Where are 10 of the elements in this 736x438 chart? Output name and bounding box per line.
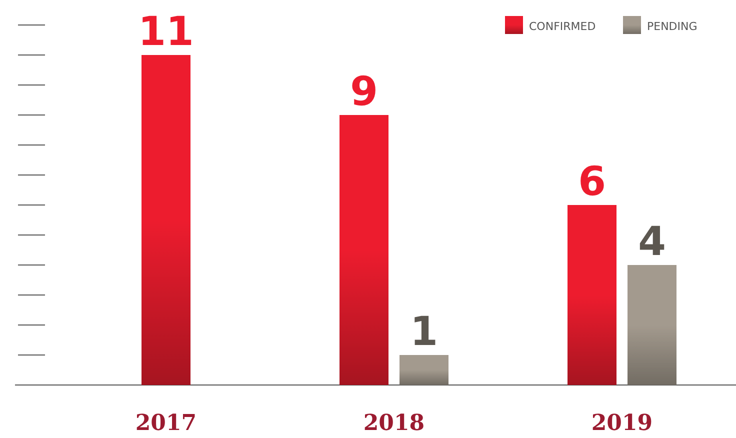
legend-label: CONFIRMED <box>529 20 596 33</box>
x-tick-label: 2019 <box>591 410 653 436</box>
legend-label: PENDING <box>647 20 698 33</box>
data-label: 11 <box>138 9 194 55</box>
data-label: 9 <box>350 69 378 115</box>
data-label: 1 <box>410 309 438 355</box>
data-label: 6 <box>578 159 606 205</box>
data-label: 4 <box>638 219 666 265</box>
x-tick-label: 2018 <box>363 410 425 436</box>
x-tick-label: 2017 <box>135 410 197 436</box>
